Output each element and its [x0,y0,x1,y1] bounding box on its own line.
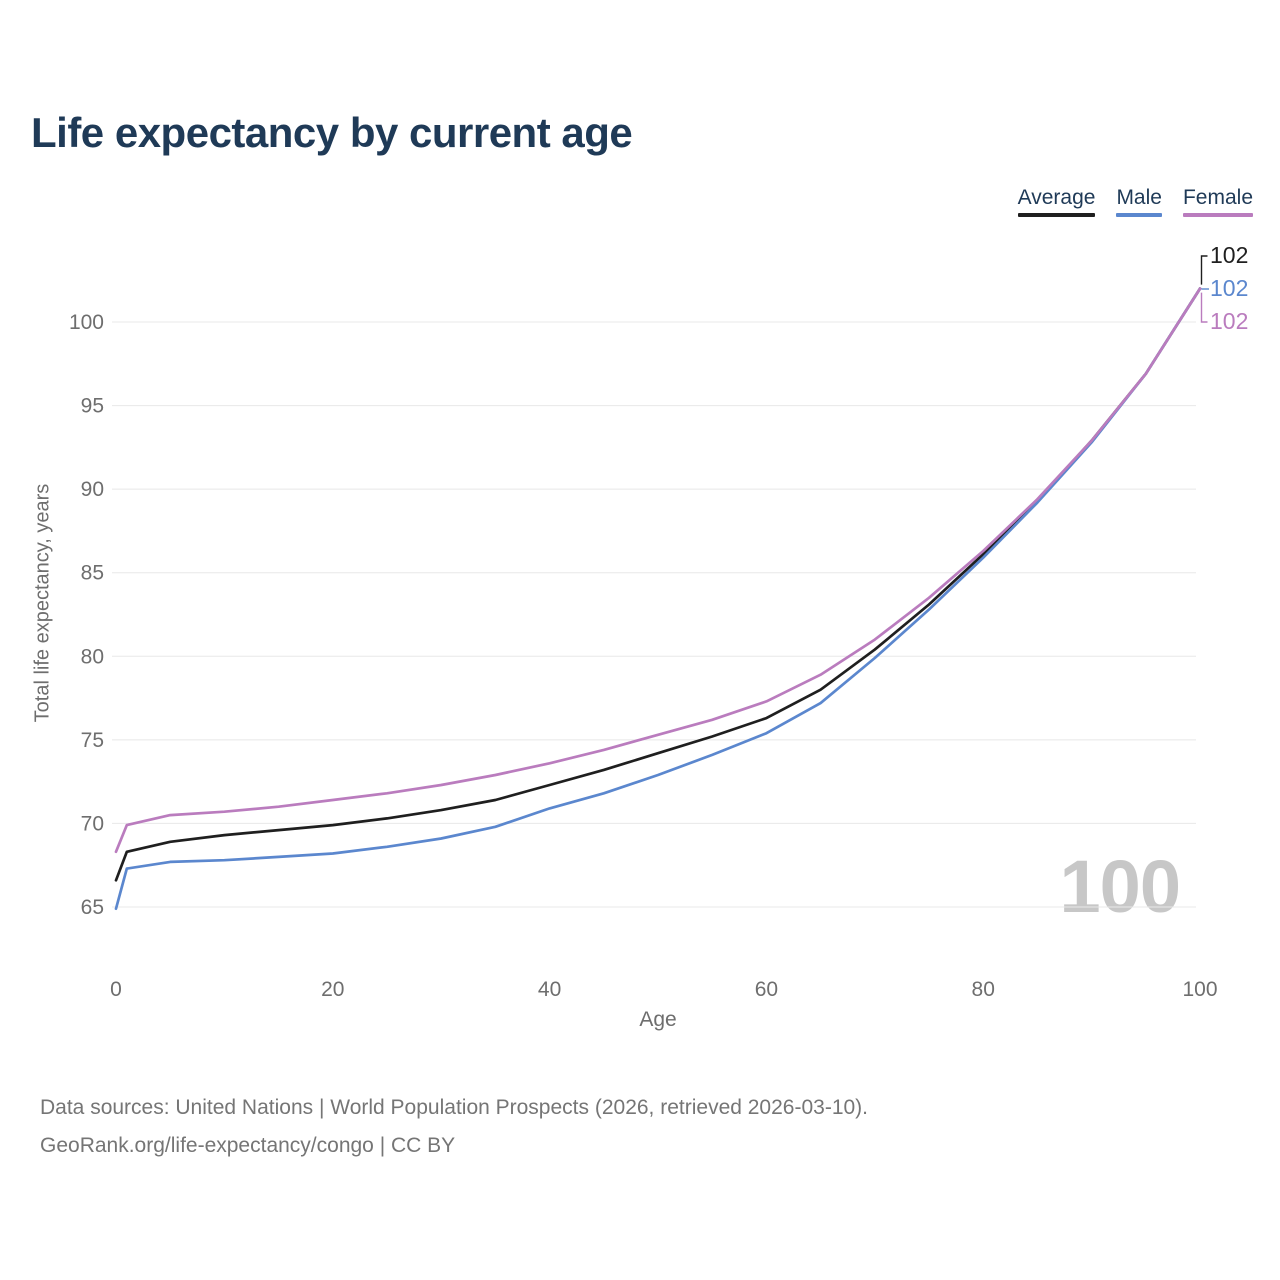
end-label-connector-female [1200,292,1208,323]
legend-item-female[interactable]: Female [1182,186,1253,218]
data-source-note: Data sources: United Nations | World Pop… [40,1089,1240,1165]
legend: Average Male Female [1017,186,1253,218]
x-tick-label-0: 0 [110,978,122,1001]
legend-label-female: Female [1182,186,1253,209]
x-tick-label-60: 60 [755,978,778,1001]
legend-item-average[interactable]: Average [1017,186,1096,218]
y-tick-label-70: 70 [81,812,104,835]
series-end-label-male: 102 [1210,275,1249,301]
y-tick-label-90: 90 [81,478,104,501]
y-tick-label-100: 100 [69,311,104,334]
data-source-line2: GeoRank.org/life-expectancy/congo | CC B… [40,1134,456,1157]
series-line-female [114,287,1202,854]
series-end-label-average: 102 [1210,242,1249,268]
series-end-label-female: 102 [1210,308,1249,334]
y-tick-label-85: 85 [81,562,104,585]
data-source-line1: Data sources: United Nations | World Pop… [40,1096,869,1119]
legend-underline-male [1116,213,1162,218]
legend-label-average: Average [1017,186,1096,209]
chart-title: Life expectancy by current age [31,109,633,156]
x-tick-label-40: 40 [538,978,561,1001]
legend-item-male[interactable]: Male [1116,186,1162,218]
age-indicator-watermark: 100 [1059,845,1181,928]
y-axis-title: Total life expectancy, years [31,483,54,723]
y-tick-label-95: 95 [81,395,104,418]
legend-underline-female [1182,213,1253,218]
x-axis-title: Age [639,1008,677,1031]
series-line-average [114,287,1202,882]
legend-label-male: Male [1116,186,1162,209]
series-line-male [114,287,1202,911]
x-tick-label-80: 80 [972,978,995,1001]
end-label-connector-average [1200,255,1208,285]
x-tick-label-20: 20 [321,978,344,1001]
y-tick-label-80: 80 [81,645,104,668]
x-tick-label-100: 100 [1182,978,1217,1001]
y-tick-label-75: 75 [81,729,104,752]
y-tick-label-65: 65 [81,896,104,919]
legend-underline-average [1017,213,1096,218]
